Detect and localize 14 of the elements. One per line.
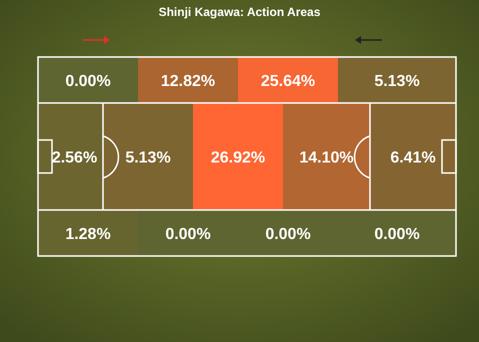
text: Shinji Kagawa: Action Areas	[158, 5, 321, 19]
data-label: 0.00%	[265, 226, 311, 243]
data-label: 0.00%	[65, 73, 111, 90]
data-label: 2.56%	[52, 150, 98, 166]
data-label: 25.64%	[260, 73, 316, 90]
data-label: 0.00%	[165, 226, 211, 243]
data-label: 0.00%	[374, 226, 420, 243]
data-label: 26.92%	[210, 150, 266, 166]
data-label: 6.41%	[390, 150, 436, 166]
data-label: 5.13%	[374, 73, 420, 90]
data-label: 12.82%	[160, 73, 216, 90]
data-label: 1.28%	[65, 226, 111, 243]
data-label: 14.10%	[299, 150, 354, 166]
data-label: 5.13%	[125, 150, 171, 166]
